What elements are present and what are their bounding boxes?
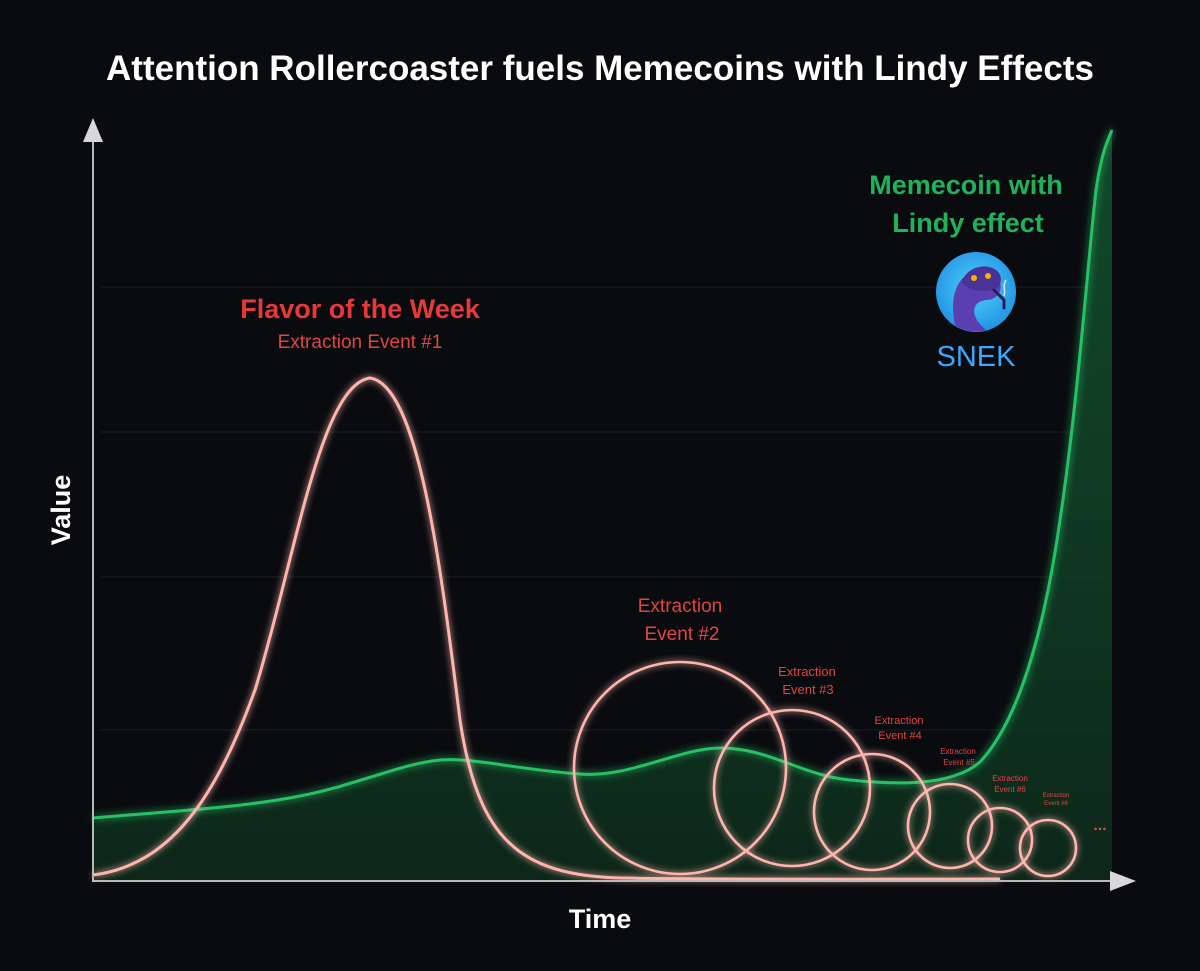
event-7-line1: Extraction [1043,793,1070,799]
extraction-circle-7 [1018,818,1078,878]
extraction-circle-5 [906,782,994,870]
event-6-line2: Event #6 [994,785,1026,794]
x-axis-label: Time [569,904,632,934]
memecoin-line2: Lindy effect [892,208,1044,238]
y-axis-label: Value [46,475,76,546]
x-axis-arrow-icon [1110,871,1136,891]
extraction-circle-2 [572,660,788,876]
event-4-line1: Extraction [875,715,924,727]
event-2-line2: Event #2 [645,624,720,645]
axes [83,118,1136,891]
extraction-circles [572,660,1078,878]
flavor-curve [92,376,1001,881]
memecoin-line1: Memecoin with [869,170,1063,200]
event-6-line1: Extraction [992,774,1028,783]
event-5-line1: Extraction [940,747,976,756]
event-1-label: Extraction Event #1 [278,332,443,353]
event-2-line1: Extraction [638,596,722,617]
event-3-line2: Event #3 [782,682,833,697]
extraction-circle-3 [712,708,872,868]
lindy-curve [92,129,1114,820]
ellipsis-label: ... [1093,817,1106,834]
extraction-circle-4 [812,752,932,872]
flavor-title: Flavor of the Week [240,294,481,324]
snake-mascot-icon [936,252,1016,332]
event-4-line2: Event #4 [878,730,921,742]
event-5-line2: Event #5 [943,758,975,767]
lindy-area [93,130,1112,880]
extraction-circle-6 [966,806,1034,874]
snek-label: SNEK [937,341,1017,373]
event-3-line1: Extraction [778,664,836,679]
chart-title: Attention Rollercoaster fuels Memecoins … [106,49,1094,88]
event-7-line2: Event #6 [1044,801,1068,807]
y-axis-arrow-icon [83,118,103,142]
